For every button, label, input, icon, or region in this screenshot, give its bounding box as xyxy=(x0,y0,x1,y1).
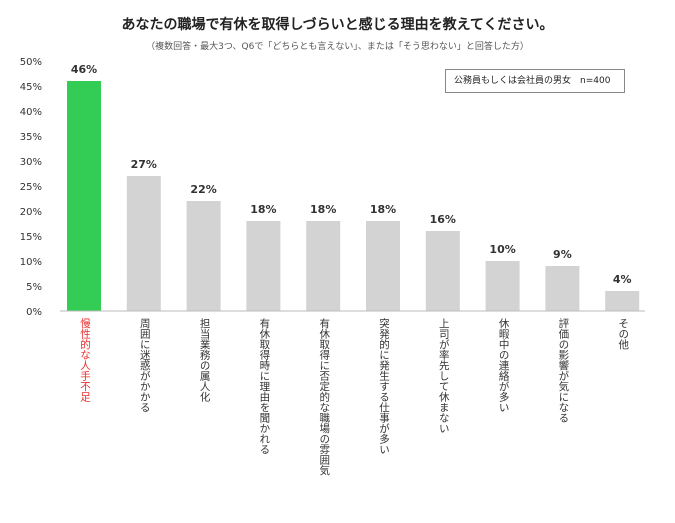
bar xyxy=(186,201,221,311)
bar-value-label: 4% xyxy=(613,273,632,286)
bar-value-label: 18% xyxy=(310,203,336,216)
x-category-label: 担当業務の属人化 xyxy=(198,318,211,402)
bar xyxy=(306,221,341,311)
y-tick-label: 40% xyxy=(20,107,42,118)
chart-subtitle: （複数回答・最大3つ、Q6で「どちらとも言えない」、または「そう思わない」と回答… xyxy=(146,42,529,52)
bar xyxy=(425,231,460,311)
y-axis: 0% 5% 10% 15% 20% 25% 30% 35% 40% 45% 50% xyxy=(20,57,42,318)
bar xyxy=(605,291,640,311)
y-tick-label: 5% xyxy=(26,282,42,293)
bar-value-label: 18% xyxy=(250,203,276,216)
x-category-label: 突発的に発生する仕事が多い xyxy=(378,318,390,455)
bar-value-label: 9% xyxy=(553,248,572,261)
bar-value-label: 27% xyxy=(131,158,157,171)
x-category-label: 評価の影響が気になる xyxy=(557,318,570,423)
y-tick-label: 25% xyxy=(20,182,42,193)
y-tick-label: 45% xyxy=(20,82,42,93)
x-category-label: 休暇中の連絡が多い xyxy=(497,318,510,413)
bar xyxy=(67,81,101,311)
y-tick-label: 15% xyxy=(20,232,42,243)
bar xyxy=(485,261,520,311)
bar xyxy=(246,221,281,311)
bar-value-label: 46% xyxy=(71,63,97,76)
bar xyxy=(366,221,400,311)
bar-value-label: 18% xyxy=(370,203,396,216)
y-tick-label: 30% xyxy=(20,157,42,168)
bar-value-label: 22% xyxy=(190,183,216,196)
x-category-label: 慢性的な人手不足 xyxy=(79,318,91,402)
bar-series: 46% 27% 22% 18% 18% 18% 16% 10% 9% 4% xyxy=(67,63,640,311)
y-tick-label: 0% xyxy=(26,307,42,318)
y-tick-label: 35% xyxy=(20,132,42,143)
bar-value-label: 16% xyxy=(430,213,456,226)
y-tick-label: 50% xyxy=(20,57,42,68)
x-category-label: 有休取得時に理由を聞かれる xyxy=(258,318,271,455)
legend: 公務員もしくは会社員の男女 n=400 xyxy=(445,69,625,93)
chart-title: あなたの職場で有休を取得しづらいと感じる理由を教えてください。 xyxy=(121,17,554,33)
x-category-label: 周囲に迷惑がかかる xyxy=(138,318,151,413)
bar xyxy=(545,266,580,311)
x-category-label: 有休取得に否定的な職場の雰囲気 xyxy=(318,318,331,476)
y-tick-label: 20% xyxy=(20,207,42,218)
x-category-label: 上司が率先して休まない xyxy=(437,318,450,434)
bar-value-label: 10% xyxy=(489,243,515,256)
bar xyxy=(126,176,161,311)
x-category-label: その他 xyxy=(617,318,630,350)
y-tick-label: 10% xyxy=(20,257,42,268)
